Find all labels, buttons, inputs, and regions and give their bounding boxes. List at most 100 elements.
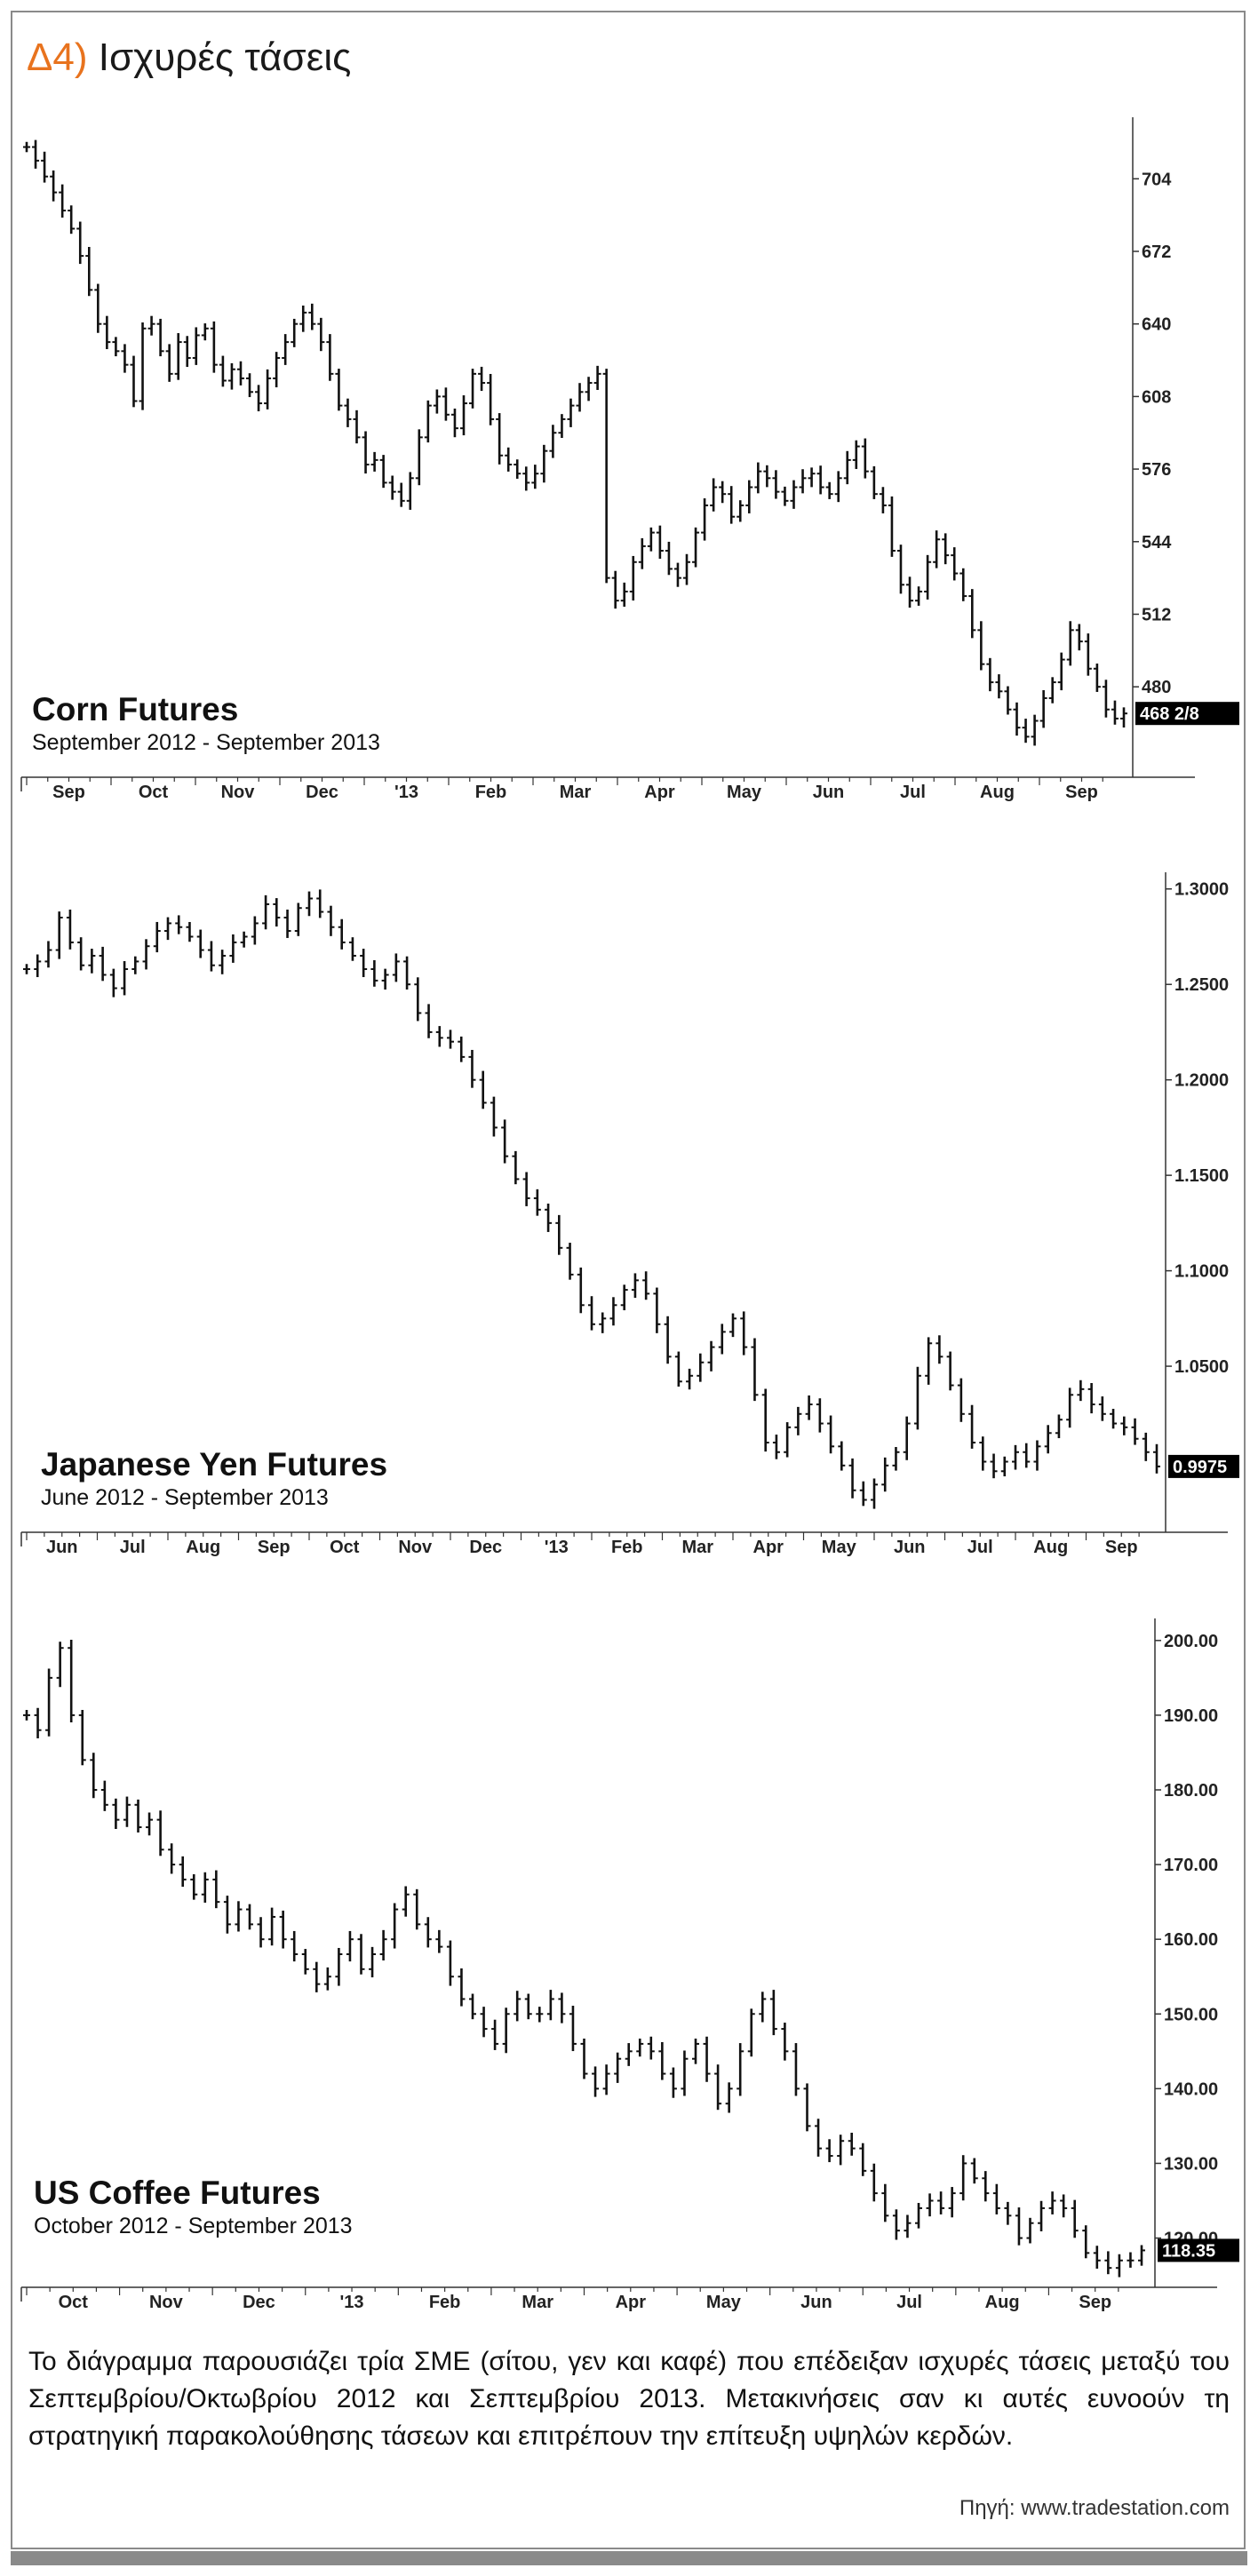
corn-price-bar: [41, 151, 49, 183]
yen-x-tick-label: Nov: [398, 1538, 433, 1557]
coffee-x-tick-label: Jul: [896, 2293, 922, 2312]
corn-price-bar: [629, 555, 637, 601]
chart-caption: Το διάγραμμα παρουσιάζει τρία ΣΜΕ (σίτου…: [28, 2347, 1230, 2451]
yen-y-tick-label: 1.1500: [1174, 1166, 1229, 1186]
yen-price-bar: [892, 1447, 900, 1471]
corn-x-tick-label: Jun: [813, 783, 845, 802]
corn-price-bar: [879, 487, 887, 513]
coffee-price-bar: [134, 1799, 142, 1833]
yen-x-tick-label: Jul: [120, 1538, 146, 1557]
corn-price-bar: [896, 545, 904, 594]
corn-price-bar: [299, 305, 307, 332]
corn-price-bar: [353, 409, 361, 444]
corn-price-bar: [308, 303, 316, 330]
corn-price-bar: [442, 387, 450, 421]
yen-y-tick-label: 1.2000: [1174, 1071, 1229, 1091]
corn-price-bar: [852, 440, 860, 469]
corn-price-bar: [415, 429, 423, 486]
yen-price-bar: [827, 1415, 835, 1454]
corn-price-bar: [701, 498, 709, 541]
coffee-price-bar: [335, 1947, 343, 1986]
yen-price-bar: [1044, 1425, 1052, 1454]
yen-price-bar: [229, 934, 237, 963]
yen-price-bar: [1000, 1456, 1008, 1477]
coffee-price-bar: [480, 2007, 488, 2038]
coffee-y-tick-label: 140.00: [1164, 2079, 1218, 2099]
yen-price-bar: [903, 1416, 911, 1460]
heading-number: Δ4): [27, 36, 88, 79]
yen-price-bar: [283, 909, 291, 938]
corn-x-tick-label: Mar: [560, 783, 592, 802]
corn-price-bar: [719, 481, 727, 504]
coffee-price-bar: [725, 2082, 733, 2113]
corn-price-bar: [870, 465, 878, 499]
yen-chart-subtitle: June 2012 - September 2013: [41, 1485, 329, 1510]
coffee-price-bar: [313, 1961, 321, 1992]
coffee-price-bar: [825, 2139, 833, 2163]
corn-price-bar: [370, 451, 378, 472]
corn-price-bar: [76, 221, 84, 265]
corn-price-bar: [236, 361, 244, 386]
coffee-price-bar: [357, 1934, 365, 1975]
yen-price-bar: [142, 939, 150, 970]
yen-price-bar: [66, 909, 74, 950]
corn-price-bar: [478, 366, 486, 392]
coffee-price-bar: [792, 2043, 800, 2096]
coffee-price-bar: [959, 2155, 967, 2201]
corn-price-bar: [183, 336, 191, 368]
yen-price-bar: [109, 968, 117, 998]
coffee-futures-plot: 200.00 190.00 180.00 170.00 160.00 150.00 140.…: [20, 1618, 1239, 2312]
corn-price-bar: [317, 317, 325, 352]
corn-price-bar: [647, 527, 655, 552]
corn-price-bar: [549, 425, 557, 458]
corn-price-bar: [192, 327, 200, 365]
corn-price-bar: [808, 467, 816, 488]
corn-x-tick-label: Oct: [139, 783, 169, 802]
corn-x-tick-label: Nov: [221, 783, 256, 802]
corn-price-bar: [147, 315, 155, 336]
corn-price-bar: [843, 450, 851, 485]
corn-price-bar: [906, 576, 914, 608]
yen-price-bar: [1033, 1440, 1041, 1471]
corn-price-bar: [130, 355, 138, 408]
coffee-price-bar: [881, 2183, 889, 2222]
coffee-price-bar: [279, 1910, 287, 1949]
yen-price-bar: [44, 941, 52, 968]
yen-price-bar: [620, 1284, 628, 1311]
coffee-chart-subtitle: October 2012 - September 2013: [34, 2214, 353, 2238]
coffee-price-bar: [658, 2041, 666, 2080]
yen-x-tick-label: Sep: [258, 1538, 291, 1557]
corn-x-tick-label: Sep: [1065, 783, 1098, 802]
yen-price-bar: [751, 1338, 759, 1402]
corn-price-bar: [1031, 714, 1039, 746]
yen-y-tick-label: 1.2500: [1174, 975, 1229, 995]
coffee-price-bar: [45, 1668, 53, 1737]
corn-x-tick-label: Jul: [900, 783, 926, 802]
yen-price-bar: [153, 921, 161, 953]
corn-price-bar: [638, 537, 646, 569]
corn-price-bar: [995, 674, 1003, 699]
coffee-price-bar: [1038, 2200, 1046, 2231]
yen-x-tick-label: '13: [545, 1538, 569, 1557]
coffee-price-bar: [714, 2064, 722, 2111]
corn-x-tick-label: Dec: [306, 783, 338, 802]
coffee-price-bar: [937, 2191, 945, 2214]
corn-price-bar: [219, 355, 227, 387]
corn-price-bar: [23, 141, 30, 153]
yen-price-bar: [588, 1296, 595, 1331]
corn-price-bar: [825, 481, 833, 499]
yen-price-bar: [674, 1351, 682, 1387]
corn-price-bar: [781, 486, 789, 506]
corn-price-bar: [362, 431, 370, 474]
coffee-x-tick-label: Nov: [149, 2293, 184, 2312]
yen-price-bar: [1110, 1409, 1118, 1429]
corn-price-bar: [933, 530, 941, 568]
corn-price-bar: [388, 475, 396, 500]
corn-price-bar: [593, 365, 601, 390]
corn-price-bar: [1066, 621, 1074, 666]
yen-price-bar: [338, 918, 346, 950]
coffee-price-bar: [1093, 2246, 1101, 2270]
corn-price-bar: [335, 369, 343, 411]
coffee-price-bar: [301, 1949, 309, 1975]
yen-price-bar: [207, 941, 215, 972]
